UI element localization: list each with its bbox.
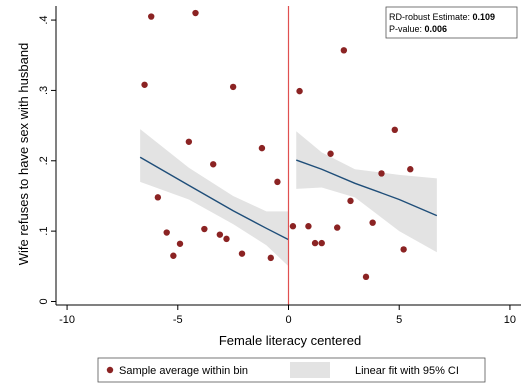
y-tick-label: 0 xyxy=(38,298,50,304)
x-axis-title: Female literacy centered xyxy=(219,333,361,348)
x-tick-label: 0 xyxy=(285,314,291,326)
data-point xyxy=(289,223,297,230)
fit-line-right xyxy=(296,159,438,217)
data-point xyxy=(334,224,341,231)
data-point xyxy=(223,235,230,243)
legend-label-fit: Linear fit with 95% CI xyxy=(355,365,459,377)
data-point xyxy=(176,240,184,247)
data-point xyxy=(267,254,274,262)
data-point xyxy=(305,223,312,230)
x-tick-label: 5 xyxy=(396,314,402,326)
legend-swatch-fit xyxy=(290,362,330,378)
x-tick-label: -5 xyxy=(173,314,183,326)
fit-lines xyxy=(139,156,438,241)
data-point xyxy=(391,126,398,134)
ci-band-right xyxy=(296,131,437,253)
legend-label-points: Sample average within bin xyxy=(119,365,248,377)
x-axis-ticks: -10 -5 0 5 10 xyxy=(59,305,516,326)
data-point xyxy=(258,144,266,152)
annotation-box: RD-robust Estimate: 0.109 P-value: 0.006 xyxy=(385,6,518,39)
data-point xyxy=(318,239,325,247)
y-tick-label: .2 xyxy=(38,156,50,165)
data-point xyxy=(210,161,217,168)
fit-line-left xyxy=(139,156,289,241)
data-point xyxy=(229,83,237,91)
annotation-estimate: RD-robust Estimate: 0.109 xyxy=(389,12,495,22)
annotation-estimate-label: RD-robust Estimate: xyxy=(389,12,473,22)
annotation-estimate-value: 0.109 xyxy=(473,12,496,22)
confidence-bands xyxy=(140,129,437,267)
y-tick-label: .1 xyxy=(38,227,50,236)
y-axis-title: Wife refuses to have sex with husband xyxy=(16,43,31,266)
legend: Sample average within bin Linear fit wit… xyxy=(97,357,486,383)
data-point xyxy=(148,13,155,20)
x-tick-label: 10 xyxy=(504,314,516,326)
data-point xyxy=(296,87,303,95)
x-tick-label: -10 xyxy=(59,314,75,326)
annotation-pvalue-label: P-value: xyxy=(389,24,425,34)
y-tick-label: .4 xyxy=(38,15,50,24)
ci-band-left xyxy=(140,129,289,267)
data-point xyxy=(192,9,199,17)
data-point xyxy=(362,273,370,281)
data-point xyxy=(311,239,319,247)
data-point xyxy=(340,47,348,54)
annotation-frame xyxy=(385,6,518,39)
annotation-pvalue-value: 0.006 xyxy=(425,24,448,34)
data-point xyxy=(369,219,376,226)
data-point xyxy=(185,138,193,145)
y-tick-label: .3 xyxy=(38,86,50,95)
data-point xyxy=(141,81,148,88)
data-point xyxy=(327,150,334,157)
data-point xyxy=(407,166,414,173)
y-axis-ticks: 0 .1 .2 .3 .4 xyxy=(38,15,56,305)
data-point xyxy=(170,252,177,259)
data-point xyxy=(154,194,162,201)
data-point xyxy=(347,197,354,205)
data-points xyxy=(141,9,414,281)
data-point xyxy=(201,225,208,233)
legend-marker-points xyxy=(106,366,114,374)
data-point xyxy=(274,178,281,186)
data-point xyxy=(163,229,170,236)
data-point xyxy=(378,170,385,177)
annotation-pvalue: P-value: 0.006 xyxy=(389,24,447,34)
data-point xyxy=(400,246,407,253)
data-point xyxy=(238,250,246,257)
data-point xyxy=(216,231,224,238)
